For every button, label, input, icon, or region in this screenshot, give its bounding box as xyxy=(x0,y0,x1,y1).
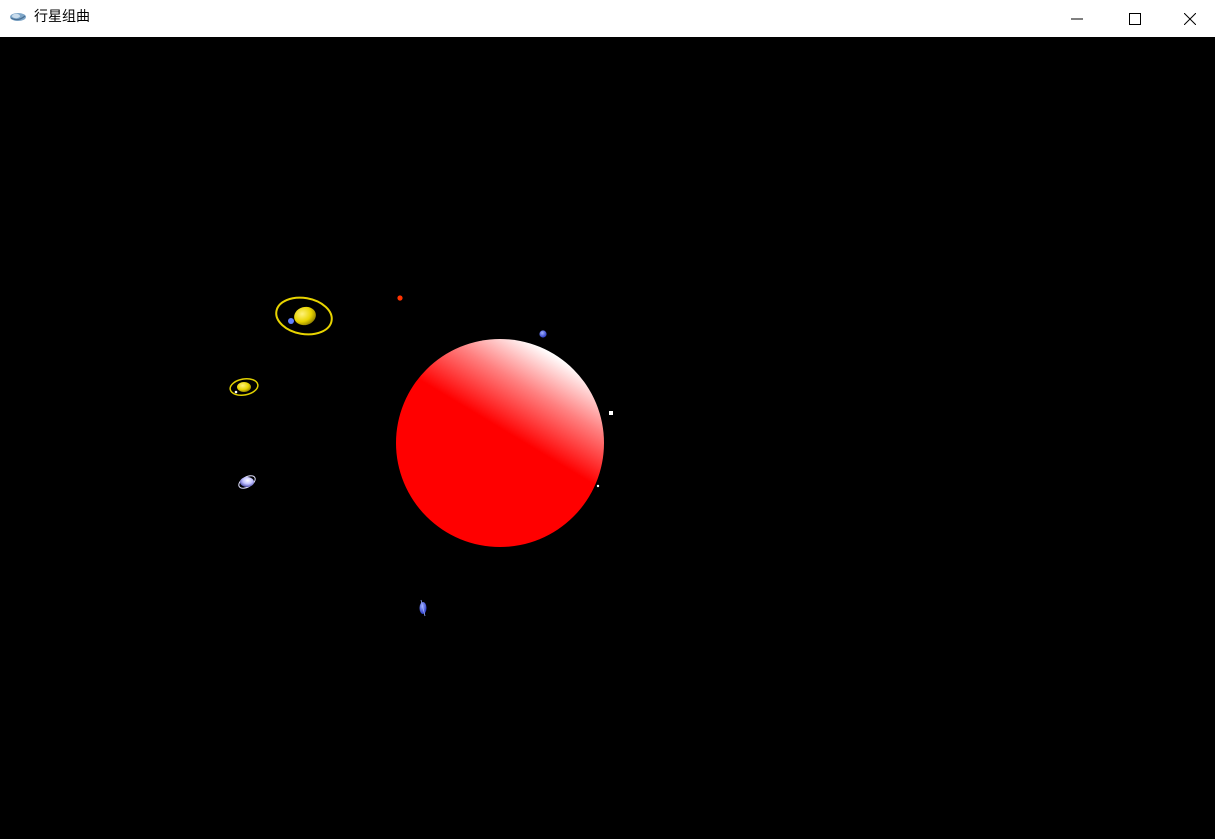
white-star xyxy=(609,411,613,415)
app-icon xyxy=(10,13,26,21)
sun xyxy=(396,339,604,547)
render-canvas[interactable] xyxy=(0,37,1215,839)
title-bar[interactable]: 行星组曲 xyxy=(0,0,1215,37)
tiny-moon xyxy=(596,484,600,488)
minimize-button[interactable] xyxy=(1048,0,1106,37)
close-button[interactable] xyxy=(1164,0,1215,37)
minimize-icon xyxy=(1071,18,1083,19)
ringed-planet-small xyxy=(229,378,259,396)
ringed-planet-blue xyxy=(238,475,256,489)
close-icon xyxy=(1183,12,1196,25)
blue-planet xyxy=(539,330,547,338)
maximize-button[interactable] xyxy=(1106,0,1164,37)
blue-planet-bottom xyxy=(419,599,427,617)
window-title: 行星组曲 xyxy=(34,9,90,25)
maximize-icon xyxy=(1129,12,1141,25)
red-planet xyxy=(397,295,403,301)
solar-system-scene xyxy=(229,295,613,617)
ringed-planet-large xyxy=(275,296,333,336)
